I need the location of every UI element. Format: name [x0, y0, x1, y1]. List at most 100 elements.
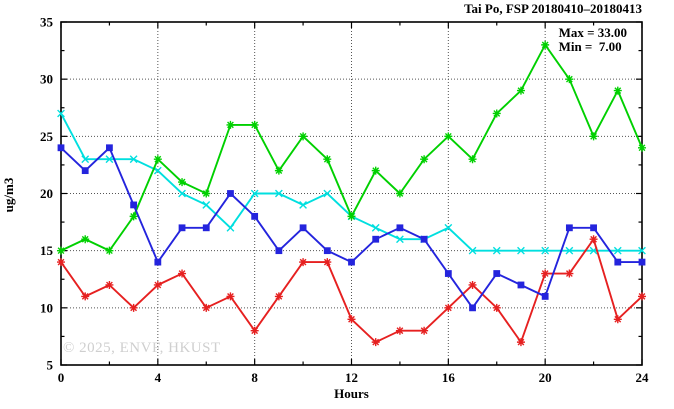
series-blue-marker [178, 224, 186, 232]
series-cyan-marker [81, 155, 90, 164]
series-cyan-marker [178, 189, 186, 198]
series-blue-marker [202, 224, 210, 232]
series-green-marker [541, 40, 550, 49]
series-blue-marker [420, 235, 428, 243]
series-red-marker [105, 280, 114, 289]
series-green-marker [105, 246, 114, 255]
series-cyan-marker [202, 201, 211, 209]
series-red-marker [395, 326, 404, 335]
series-green-marker [444, 132, 453, 141]
x-tick-label: 24 [636, 370, 650, 385]
series-red-marker [492, 303, 501, 312]
series-cyan-marker [468, 246, 477, 255]
series-blue-marker [130, 201, 138, 209]
series-cyan-marker [129, 155, 138, 164]
series-cyan-marker [396, 235, 404, 244]
series-red-marker [153, 280, 162, 289]
series-cyan-marker [565, 246, 574, 255]
series-blue-marker [323, 247, 331, 255]
series-red-marker [347, 315, 356, 324]
y-tick-label: 20 [40, 186, 53, 201]
series-blue [57, 144, 646, 312]
series-cyan-marker [517, 246, 525, 255]
series-green-marker [299, 132, 308, 141]
x-tick-label: 12 [345, 370, 358, 385]
series-red-marker [638, 292, 646, 301]
x-tick-label: 4 [155, 370, 162, 385]
y-axis-label: ug/m3 [1, 177, 16, 213]
series-red-marker [323, 258, 332, 267]
series-red-marker [565, 269, 574, 278]
minmax-annotation: Max = 33.00 Min = 7.00 [559, 26, 627, 54]
x-axis-label: Hours [334, 386, 369, 401]
series-red-marker [57, 258, 65, 267]
series-green [57, 40, 646, 255]
series-cyan-marker [613, 246, 622, 255]
series-red-marker [613, 315, 622, 324]
series-blue-marker [227, 190, 234, 197]
series-green-marker [395, 189, 404, 198]
series-blue-marker [444, 270, 452, 277]
y-tick-label: 35 [40, 15, 54, 30]
series-red-marker [444, 303, 453, 312]
series-green-marker [226, 120, 235, 129]
y-tick-label: 15 [40, 243, 54, 258]
series-blue-marker [469, 304, 476, 312]
series-green-marker [274, 166, 283, 175]
series-cyan-marker [226, 223, 235, 232]
series-red-marker [589, 235, 598, 244]
series-cyan-marker [105, 155, 114, 164]
series-red-marker [516, 338, 525, 347]
series-green-marker [516, 86, 525, 95]
series-cyan-marker [638, 246, 646, 255]
series-green-marker [153, 155, 162, 164]
series-red-marker [226, 292, 235, 301]
series-green-marker [589, 132, 598, 141]
series-cyan-marker [541, 246, 550, 255]
y-tick-label: 10 [40, 300, 53, 315]
series-blue-marker [493, 270, 501, 277]
series-red-marker [178, 269, 187, 278]
series-cyan-marker [57, 109, 65, 118]
series-blue-marker [590, 224, 597, 232]
series-red-marker [299, 258, 308, 267]
series-red-marker [420, 326, 429, 335]
series-blue-marker [565, 224, 573, 232]
series-green-marker [613, 86, 622, 95]
series-red-marker [468, 280, 477, 289]
series-blue-marker [638, 258, 646, 266]
gridlines [61, 22, 642, 365]
series-green-marker [347, 212, 356, 221]
series-blue-marker [81, 167, 89, 175]
x-tick-label: 0 [58, 370, 65, 385]
series-green-marker [202, 189, 211, 198]
series-cyan-marker [274, 189, 283, 198]
x-tick-label: 8 [251, 370, 258, 385]
series-green-marker [250, 120, 259, 129]
series-green-marker [81, 235, 90, 244]
series-green-marker [492, 109, 501, 118]
series-red-marker [129, 303, 138, 312]
series-green-marker [323, 155, 332, 164]
x-tick-label: 16 [442, 370, 456, 385]
series-green-marker [468, 155, 477, 164]
series-red-marker [371, 338, 380, 347]
series-red-marker [202, 303, 211, 312]
series-cyan-marker [492, 246, 501, 255]
series-green-marker [565, 75, 574, 84]
series-cyan-marker [299, 201, 307, 209]
series-red-marker [250, 326, 259, 335]
min-annotation: Min = 7.00 [558, 39, 622, 54]
series-blue-marker [517, 281, 525, 289]
series-blue-marker [106, 144, 113, 152]
y-tick-label: 30 [40, 72, 53, 87]
series-cyan-marker [250, 189, 259, 198]
series-green-marker [420, 155, 429, 164]
series-cyan-marker [444, 223, 453, 232]
series-green-marker [129, 212, 138, 221]
tick-labels: 5 10 15 20 25 30 35 0 4 8 12 16 20 24 [40, 15, 649, 386]
series-red-marker [274, 292, 283, 301]
series-green-marker [57, 246, 65, 255]
